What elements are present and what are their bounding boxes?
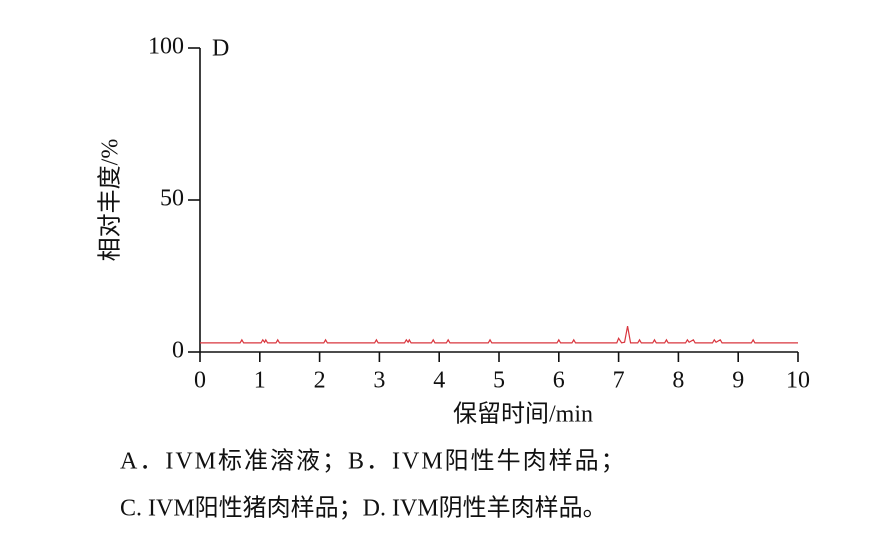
x-tick-label: 10 bbox=[786, 368, 810, 394]
x-tick-label: 2 bbox=[314, 368, 326, 394]
x-axis-title: 保留时间/min bbox=[453, 401, 593, 428]
x-tick-label: 8 bbox=[672, 368, 684, 394]
x-tick-label: 0 bbox=[194, 368, 206, 394]
chromatogram-line bbox=[200, 326, 798, 344]
caption-line: A．IVM标准溶液；B．IVM阳性牛肉样品； bbox=[120, 448, 627, 475]
panel-label: D bbox=[212, 36, 229, 62]
x-tick-label: 9 bbox=[732, 368, 744, 394]
x-tick-label: 3 bbox=[373, 368, 385, 394]
x-tick-label: 1 bbox=[254, 368, 266, 394]
x-tick-label: 4 bbox=[433, 368, 445, 394]
x-tick-label: 7 bbox=[613, 368, 625, 394]
y-tick-label: 50 bbox=[160, 186, 184, 212]
y-axis-title: 相对丰度/% bbox=[97, 139, 124, 262]
x-tick-label: 5 bbox=[493, 368, 505, 394]
caption-line: C. IVM阳性猪肉样品；D. IVM阴性羊肉样品。 bbox=[120, 495, 607, 522]
y-tick-label: 100 bbox=[148, 34, 184, 60]
y-tick-label: 0 bbox=[172, 338, 184, 364]
x-tick-label: 6 bbox=[553, 368, 565, 394]
